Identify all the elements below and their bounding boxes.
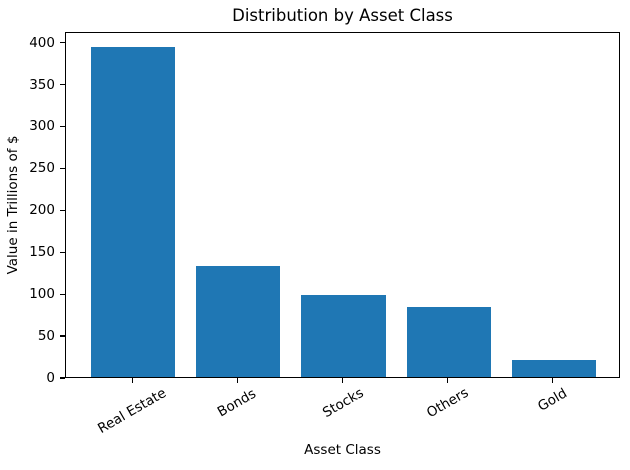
x-tick-label: Gold [535, 385, 571, 415]
x-tick-mark [447, 378, 449, 383]
bar-others [406, 306, 491, 377]
y-tick-mark [60, 125, 65, 128]
y-tick-mark [60, 167, 65, 169]
x-tick-mark [552, 378, 554, 383]
bar-gold [511, 360, 596, 377]
y-tick-label: 250 [29, 160, 55, 177]
y-tick-label: 300 [29, 118, 55, 135]
x-tick-label: Bonds [215, 385, 260, 420]
bar-stocks [301, 294, 386, 377]
y-tick-mark [60, 293, 65, 295]
y-tick-mark [60, 251, 65, 253]
x-tick-label: Stocks [319, 385, 366, 422]
y-tick-mark [60, 377, 65, 379]
y-tick-mark [60, 335, 65, 337]
x-tick-label: Others [424, 385, 472, 422]
plot-area [65, 32, 620, 378]
y-tick-label: 100 [29, 286, 55, 303]
x-tick-mark [236, 378, 238, 383]
y-tick-mark [60, 83, 65, 86]
y-tick-label: 350 [29, 76, 55, 93]
bar-real-estate [91, 47, 176, 377]
x-tick-label: Real Estate [95, 385, 170, 438]
chart-title: Distribution by Asset Class [232, 6, 453, 25]
x-tick-mark [341, 378, 344, 383]
y-tick-label: 150 [29, 244, 55, 261]
y-tick-label: 0 [46, 370, 55, 386]
y-tick-label: 200 [29, 202, 55, 219]
y-tick-label: 400 [29, 34, 55, 51]
y-tick-mark [60, 209, 65, 211]
x-axis-label: Asset Class [304, 442, 381, 458]
y-tick-mark [60, 42, 65, 44]
bar-bonds [196, 266, 281, 377]
x-tick-mark [131, 378, 133, 383]
y-tick-label: 50 [37, 328, 55, 345]
